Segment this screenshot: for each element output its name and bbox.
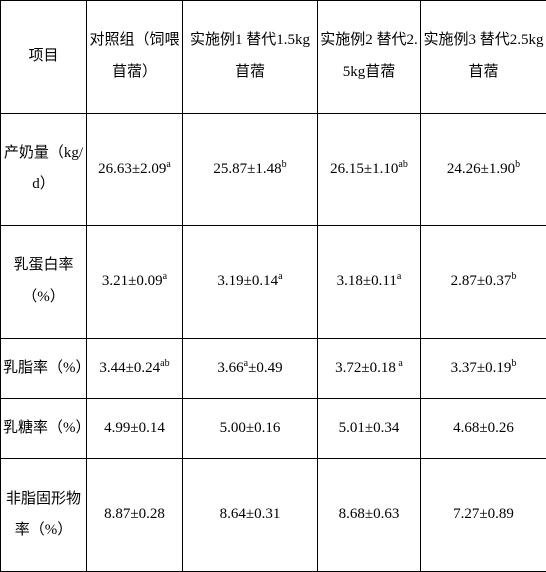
- row-label: 产奶量（kg/d）: [1, 113, 87, 226]
- value-cell: 24.26±1.90b: [421, 113, 546, 226]
- header-cell: 对照组（饲喂苜蓿）: [87, 1, 183, 114]
- table-row: 产奶量（kg/d）26.63±2.09a25.87±1.48b26.15±1.1…: [1, 113, 546, 226]
- table-row: 乳糖率（%）4.99±0.145.00±0.165.01±0.344.68±0.…: [1, 399, 546, 459]
- value-cell: 3.44±0.24ab: [87, 338, 183, 398]
- row-label: 乳糖率（%）: [1, 399, 87, 459]
- value-cell: 7.27±0.89: [421, 459, 546, 572]
- value-cell: 3.18±0.11a: [318, 226, 421, 339]
- value-cell: 4.68±0.26: [421, 399, 546, 459]
- header-cell: 实施例1 替代1.5kg苜蓿: [183, 1, 318, 114]
- row-label: 乳蛋白率（%）: [1, 226, 87, 339]
- table-row: 乳蛋白率（%）3.21±0.09a3.19±0.14a3.18±0.11a2.8…: [1, 226, 546, 339]
- value-cell: 3.66a±0.49: [183, 338, 318, 398]
- value-cell: 4.99±0.14: [87, 399, 183, 459]
- value-cell: 5.01±0.34: [318, 399, 421, 459]
- table-row: 乳脂率（%）3.44±0.24ab3.66a±0.493.72±0.18 a3.…: [1, 338, 546, 398]
- value-cell: 3.19±0.14a: [183, 226, 318, 339]
- data-table: 项目 对照组（饲喂苜蓿） 实施例1 替代1.5kg苜蓿 实施例2 替代2.5kg…: [0, 0, 546, 572]
- header-cell: 实施例3 替代2.5kg苜蓿: [421, 1, 546, 114]
- header-cell: 实施例2 替代2.5kg苜蓿: [318, 1, 421, 114]
- value-cell: 5.00±0.16: [183, 399, 318, 459]
- value-cell: 3.37±0.19b: [421, 338, 546, 398]
- value-cell: 26.63±2.09a: [87, 113, 183, 226]
- header-row: 项目 对照组（饲喂苜蓿） 实施例1 替代1.5kg苜蓿 实施例2 替代2.5kg…: [1, 1, 546, 114]
- value-cell: 3.72±0.18 a: [318, 338, 421, 398]
- value-cell: 8.68±0.63: [318, 459, 421, 572]
- value-cell: 8.64±0.31: [183, 459, 318, 572]
- value-cell: 3.21±0.09a: [87, 226, 183, 339]
- value-cell: 25.87±1.48b: [183, 113, 318, 226]
- row-label: 非脂固形物率（%）: [1, 459, 87, 572]
- header-cell: 项目: [1, 1, 87, 114]
- value-cell: 26.15±1.10ab: [318, 113, 421, 226]
- table-row: 非脂固形物率（%）8.87±0.288.64±0.318.68±0.637.27…: [1, 459, 546, 572]
- value-cell: 8.87±0.28: [87, 459, 183, 572]
- value-cell: 2.87±0.37b: [421, 226, 546, 339]
- row-label: 乳脂率（%）: [1, 338, 87, 398]
